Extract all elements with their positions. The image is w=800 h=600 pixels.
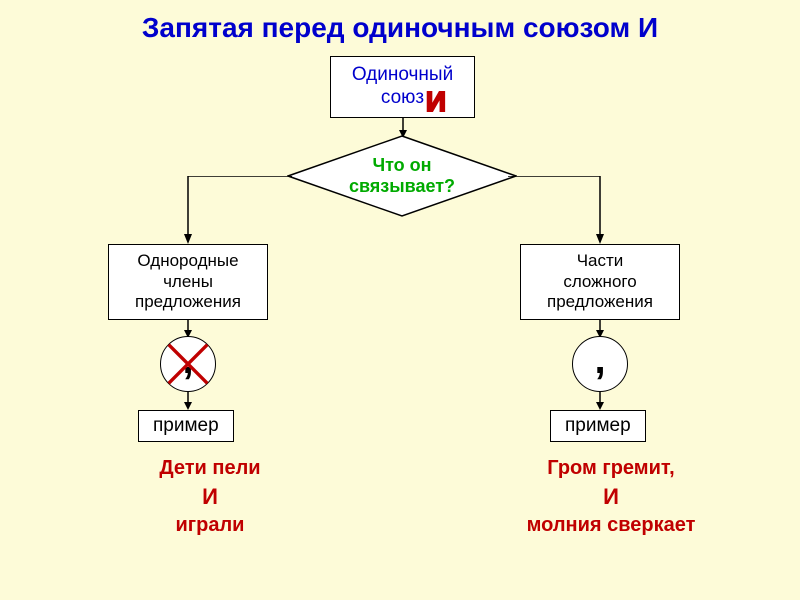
right-comma-circle: , xyxy=(572,336,628,392)
decision-diamond: Что он связывает? xyxy=(287,135,517,217)
right-example-text: Гром гремит, И молния сверкает xyxy=(500,455,722,539)
top-box-line1: Одиночный xyxy=(352,64,453,87)
right-example-line2: молния сверкает xyxy=(500,512,722,539)
right-branch-box: Части сложного предложения xyxy=(520,244,680,320)
left-branch-line1: Однородные xyxy=(137,251,238,271)
left-comma-circle: , xyxy=(160,336,216,392)
diamond-line2: связывает? xyxy=(349,176,455,197)
right-branch-line1: Части xyxy=(577,251,624,271)
right-branch-line2: сложного xyxy=(563,272,636,292)
left-branch-box: Однородные члены предложения xyxy=(108,244,268,320)
left-branch-line2: члены xyxy=(163,272,213,292)
top-box: Одиночный союз И xyxy=(330,56,475,118)
right-example-label: пример xyxy=(550,410,646,442)
comma-icon: , xyxy=(594,352,605,368)
page-title: Запятая перед одиночным союзом И xyxy=(142,12,658,44)
diamond-line1: Что он xyxy=(372,155,431,176)
left-example-text: Дети пели И играли xyxy=(120,455,300,539)
left-example-conj: И xyxy=(120,482,300,512)
conj-letter-icon: И xyxy=(426,85,446,119)
diamond-text: Что он связывает? xyxy=(287,135,517,217)
right-branch-line3: предложения xyxy=(547,292,653,312)
left-example-line1: Дети пели xyxy=(120,455,300,482)
left-example-line2: играли xyxy=(120,512,300,539)
comma-icon: , xyxy=(182,352,193,368)
left-branch-line3: предложения xyxy=(135,292,241,312)
left-example-label: пример xyxy=(138,410,234,442)
right-example-line1: Гром гремит, xyxy=(500,455,722,482)
top-box-line2: союз xyxy=(381,87,424,110)
right-example-conj: И xyxy=(500,482,722,512)
